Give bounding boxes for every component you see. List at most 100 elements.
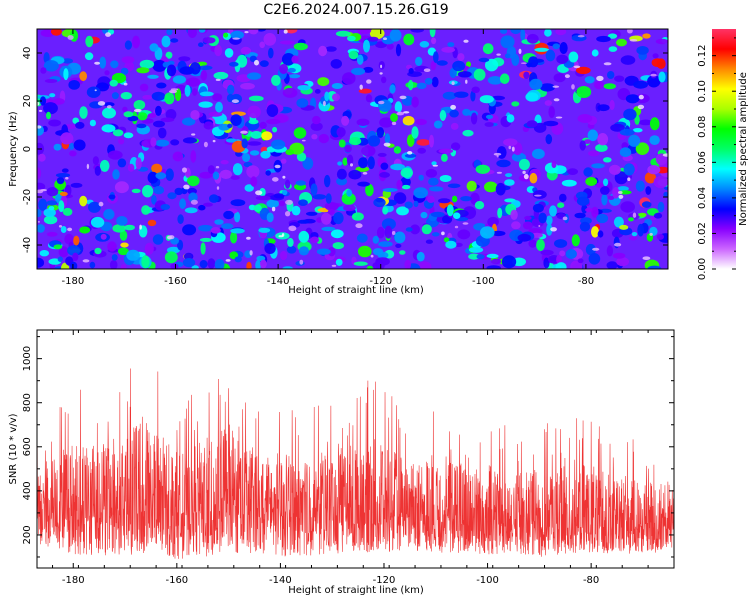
heatmap-cell (473, 68, 486, 81)
heatmap-cell (511, 221, 521, 230)
heatmap-cell (534, 194, 542, 197)
heatmap-cell (441, 46, 456, 53)
heatmap-cell (58, 200, 65, 213)
heatmap-cell (89, 261, 96, 269)
heatmap-cell (436, 60, 448, 66)
heatmap-cell (431, 232, 440, 237)
heatmap-cell (534, 47, 550, 52)
heatmap-cell (577, 258, 584, 264)
heatmap-cell (123, 111, 134, 118)
heatmap-cell (411, 96, 419, 108)
heatmap-cell (390, 113, 398, 123)
heatmap-cell (564, 74, 570, 78)
heatmap-cell (310, 122, 323, 131)
heatmap-cell (445, 240, 457, 249)
figure-title: C2E6.2024.007.15.26.G19 (263, 2, 448, 18)
heatmap-cell (413, 200, 419, 208)
heatmap-cell (44, 79, 58, 83)
heatmap-cell (561, 179, 577, 187)
heatmap-cell (271, 139, 286, 150)
heatmap-cell (415, 56, 423, 66)
heatmap-cell (55, 173, 71, 178)
heatmap-cell (268, 47, 274, 59)
heatmap-cell (471, 86, 480, 94)
heatmap-cell (559, 42, 568, 54)
heatmap-cell (595, 143, 608, 152)
heatmap-cell (408, 79, 414, 91)
heatmap-cell (405, 227, 413, 232)
heatmap-cell (451, 195, 458, 203)
heatmap-cell (46, 231, 58, 237)
heatmap-cell (240, 82, 255, 90)
heatmap-cell (263, 33, 277, 46)
heatmap-cell (86, 163, 90, 170)
heatmap-cell (656, 58, 666, 69)
heatmap-cell (147, 74, 159, 79)
heatmap-cell (72, 117, 79, 124)
heatmap-cell (310, 183, 318, 196)
heatmap-cell (312, 194, 327, 200)
heatmap-cell (255, 190, 263, 196)
heatmap-cell (496, 146, 507, 159)
heatmap-cell (198, 65, 213, 71)
heatmap-cell (556, 54, 569, 64)
heatmap-cell (357, 181, 370, 187)
heatmap-cell (224, 48, 234, 58)
heatmap-cell (606, 245, 614, 257)
heatmap-cell (662, 153, 668, 157)
heatmap-cell (118, 138, 125, 145)
heatmap-cell (439, 175, 452, 182)
heatmap-cell (614, 242, 622, 247)
heatmap-cell (375, 257, 390, 266)
heatmap-cell (603, 178, 609, 187)
heatmap-cell (107, 150, 123, 160)
snr-y-label: SNR (10 * v/v) (8, 413, 19, 484)
heatmap-cell (68, 80, 80, 90)
heatmap-cell (147, 171, 159, 184)
heatmap-cell (124, 40, 132, 50)
heatmap-cell (314, 89, 321, 94)
heatmap-cell (147, 219, 157, 227)
heatmap-cell (480, 226, 495, 239)
heatmap-cell (383, 142, 391, 147)
heatmap-cell (407, 151, 413, 155)
heatmap-cell (404, 153, 417, 158)
heatmap-cell (609, 164, 621, 175)
heatmap-cell (642, 256, 651, 261)
heatmap-cell (255, 195, 271, 201)
heatmap-cell (379, 172, 390, 178)
heatmap-cell (508, 145, 512, 150)
heatmap-cell (612, 252, 626, 259)
heatmap-cell (543, 120, 559, 127)
heatmap-cell (114, 181, 129, 194)
heatmap-cell (449, 109, 459, 118)
heatmap-cell (165, 109, 177, 120)
heatmap-cell (59, 191, 68, 197)
heatmap-cell (67, 227, 73, 232)
heatmap-cell (557, 202, 565, 208)
heatmap-cell (631, 232, 638, 237)
heatmap-cell (231, 99, 239, 104)
heatmap-cell (282, 87, 298, 98)
heatmap-cell (416, 251, 425, 262)
heatmap-cell (247, 105, 261, 119)
heatmap-cell (649, 117, 660, 131)
heatmap-cell (285, 29, 298, 34)
heatmap-cell (37, 167, 42, 180)
heatmap-cell (415, 118, 427, 126)
heatmap-cell (530, 58, 544, 63)
heatmap-cell (596, 182, 604, 188)
heatmap-cell (485, 114, 494, 119)
snr-x-tick-label: -160 (165, 575, 188, 586)
heatmap-cell (383, 37, 387, 40)
heatmap-cell (331, 264, 337, 267)
heatmap-cell (160, 204, 171, 210)
heatmap-cell (221, 223, 234, 230)
heatmap-cell (503, 138, 518, 147)
heatmap-cell (378, 241, 393, 248)
heatmap-cell (512, 142, 523, 156)
heatmap-cell (38, 153, 46, 162)
heatmap-cell (628, 134, 641, 147)
heatmap-cell (285, 199, 293, 205)
heatmap-cell (172, 151, 184, 162)
